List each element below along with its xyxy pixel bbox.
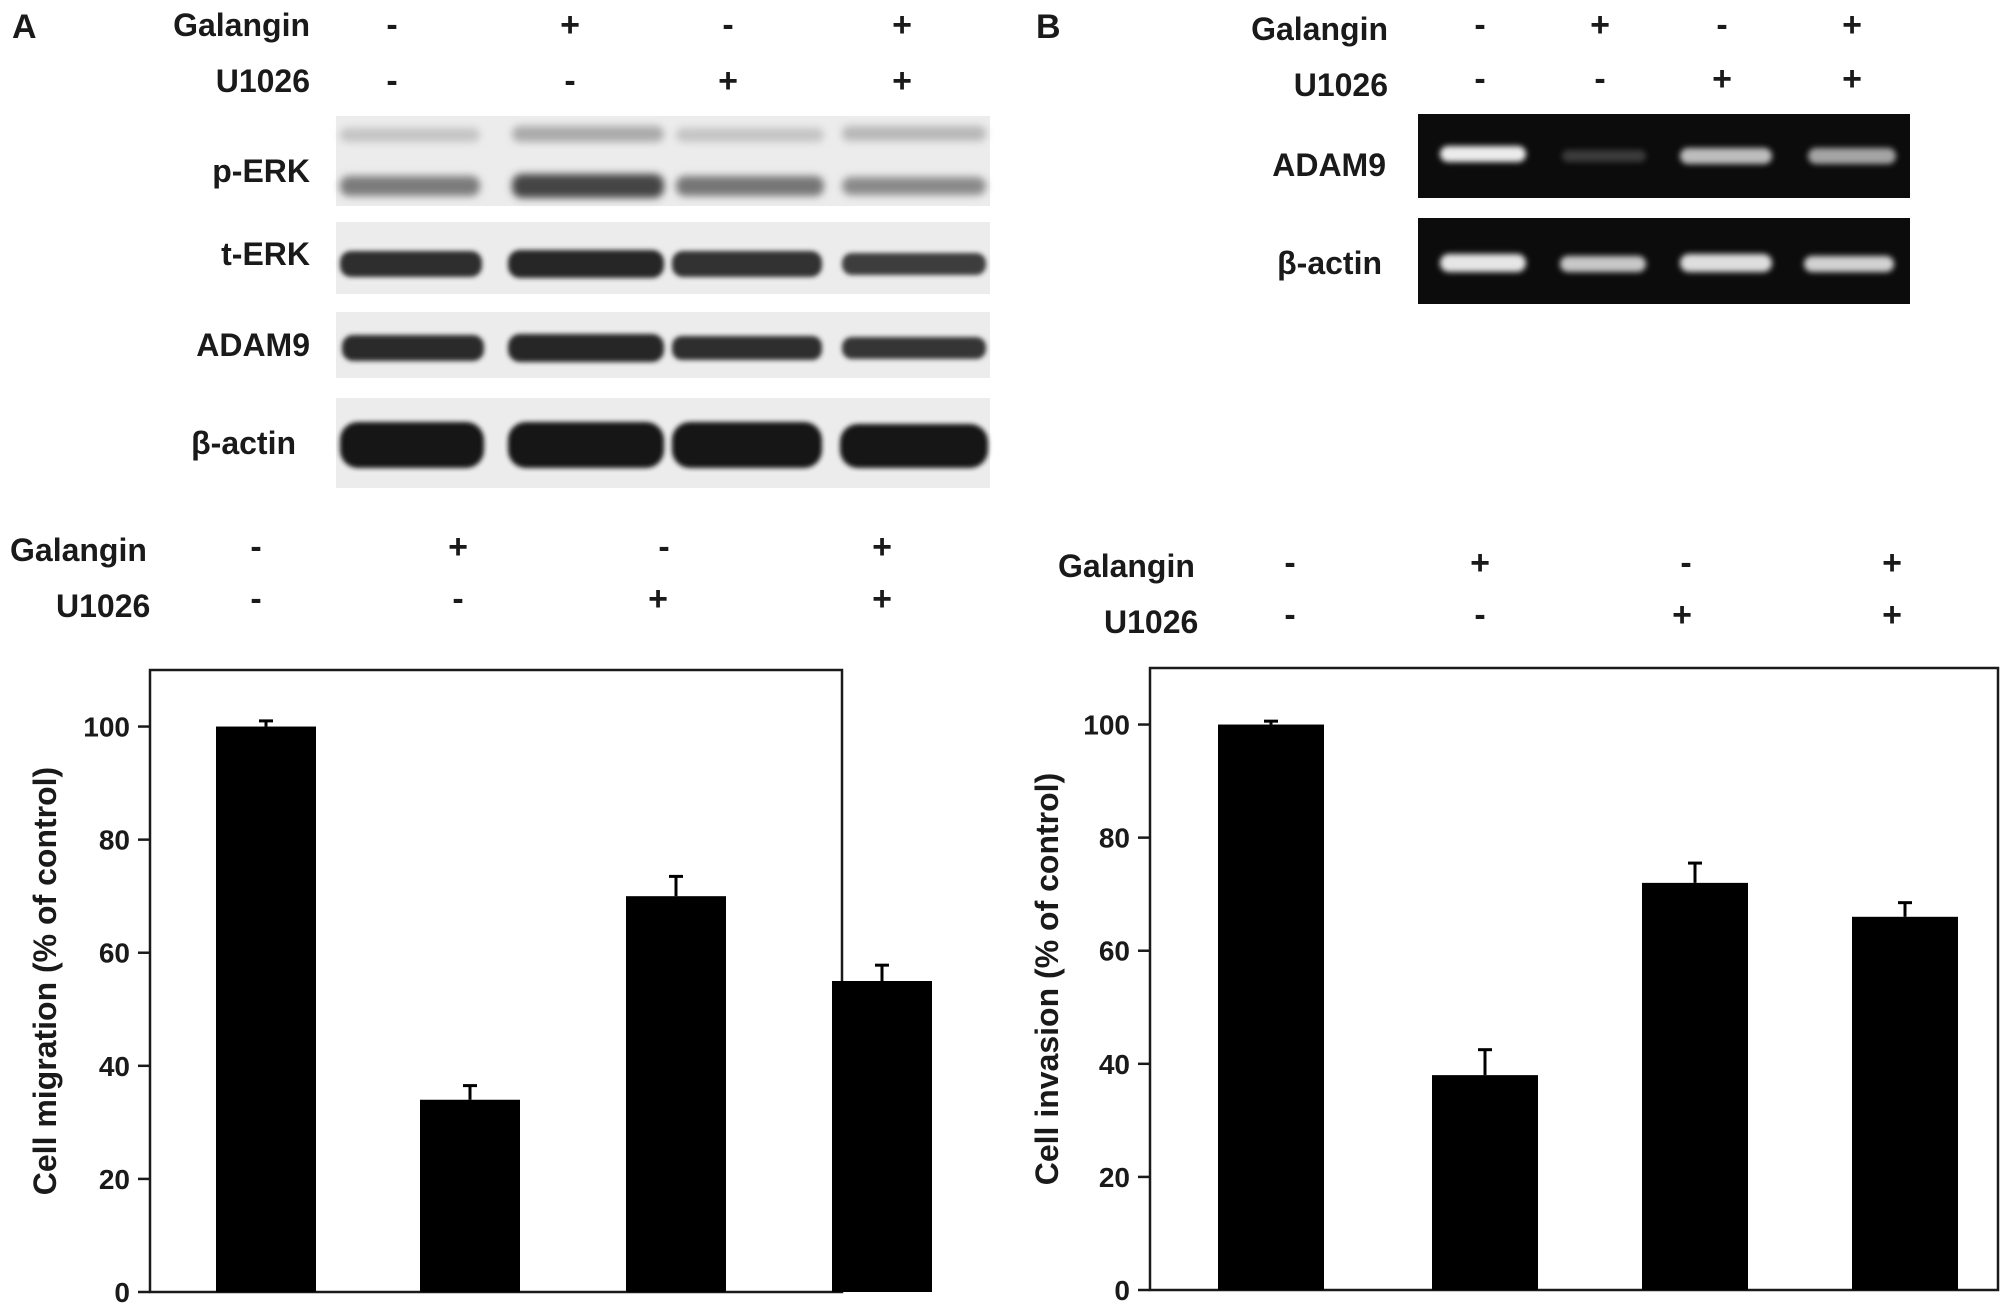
panel-a-u1026-label: U1026 [216,63,310,99]
panel-a-galangin-sign: + [560,6,580,44]
y-tick-label: 80 [1099,823,1130,854]
bar [1218,724,1324,1290]
y-tick-label: 40 [99,1051,130,1082]
y-tick-label: 0 [114,1277,130,1307]
chart-1-u1026-sign: - [452,580,463,618]
bar [420,1099,520,1292]
plot-frame [1148,666,2000,1292]
blot-strip-beta-actin [336,398,990,488]
chart-1-galangin-sign: + [448,528,468,566]
panel-b-galangin-sign: + [1842,6,1862,44]
blot-strip-p-erk [336,116,990,206]
chart-1-galangin-sign: + [872,528,892,566]
panel-b-u1026-sign: - [1594,60,1605,98]
blot-label-beta-actin: β-actin [191,425,296,461]
panel-a-u1026-sign: - [386,62,397,100]
chart-1-galangin-label: Galangin [10,532,147,568]
chart-2-galangin-label: Galangin [1058,548,1195,584]
bar [1432,1075,1538,1290]
panel-a: A Galangin U1026 - + - + - - + + p-ERK t… [12,6,990,488]
bar [1852,916,1958,1290]
gel-label-beta-actin: β-actin [1277,245,1382,281]
chart-1-galangin-sign: - [250,528,261,566]
panel-a-u1026-sign: + [718,62,738,100]
gel-strip-adam9 [1418,114,1910,198]
bar [626,896,726,1292]
panel-a-u1026-sign: + [892,62,912,100]
y-tick-label: 100 [83,712,130,743]
panel-b-galangin-label: Galangin [1251,11,1388,47]
chart-1-u1026-sign: + [872,580,892,618]
gel-label-adam9: ADAM9 [1272,147,1386,183]
chart-2-u1026-sign: - [1474,596,1485,634]
chart-2-u1026-sign: - [1284,596,1295,634]
y-tick-label: 0 [1114,1275,1130,1306]
chart-1-u1026-label: U1026 [56,588,150,624]
panel-b-galangin-sign: - [1716,6,1727,44]
panel-b-u1026-sign: + [1712,60,1732,98]
y-tick-label: 80 [99,825,130,856]
panel-b-galangin-sign: - [1474,6,1485,44]
chart-cell-invasion: 0 20 40 60 80 100 Cell invasion (% of control) [1029,666,2000,1306]
y-tick-label: 100 [1083,710,1130,741]
y-tick-label: 20 [99,1164,130,1195]
chart-2-u1026-sign: + [1672,596,1692,634]
panel-b-u1026-sign: + [1842,60,1862,98]
blot-strip-adam9 [336,312,990,378]
panel-a-galangin-label: Galangin [173,7,310,43]
panel-b-u1026-sign: - [1474,60,1485,98]
bar [832,981,932,1292]
panel-a-galangin-sign: + [892,6,912,44]
y-axis-label: Cell migration (% of control) [27,767,63,1195]
chart-cell-migration: 0 20 40 60 80 100 Cell migration (% of control… [27,668,932,1307]
panel-a-galangin-sign: - [722,6,733,44]
y-tick-label: 60 [99,938,130,969]
y-tick-label: 40 [1099,1049,1130,1080]
blot-label-p-erk: p-ERK [212,153,310,189]
panel-a-letter: A [12,8,37,46]
panel-b: B Galangin U1026 - + - + - - + + ADAM9 β… [1036,6,1910,304]
chart-1-u1026-sign: + [648,580,668,618]
chart-2-galangin-sign: + [1470,544,1490,582]
bar [216,726,316,1292]
chart-1-galangin-sign: - [658,528,669,566]
panel-b-galangin-sign: + [1590,6,1610,44]
panel-b-letter: B [1036,8,1061,46]
chart-2-galangin-sign: + [1882,544,1902,582]
panel-a-galangin-sign: - [386,6,397,44]
chart-1-u1026-sign: - [250,580,261,618]
blot-label-adam9: ADAM9 [196,327,310,363]
y-tick-label: 20 [1099,1162,1130,1193]
blot-label-t-erk: t-ERK [221,236,310,272]
chart-2-galangin-sign: - [1284,544,1295,582]
y-axis-label: Cell invasion (% of control) [1029,773,1065,1185]
chart-2-u1026-sign: + [1882,596,1902,634]
chart-2-galangin-sign: - [1680,544,1691,582]
chart-2-markers: Galangin U1026 - + - + - - + + [1058,544,1902,640]
chart-1-markers: Galangin U1026 - + - + - - + + [10,528,892,624]
panel-b-u1026-label: U1026 [1294,67,1388,103]
panel-a-u1026-sign: - [564,62,575,100]
gel-strip-beta-actin [1418,218,1910,304]
bar [1642,882,1748,1290]
blot-strip-t-erk [336,222,990,294]
chart-2-u1026-label: U1026 [1104,604,1198,640]
y-tick-label: 60 [1099,936,1130,967]
